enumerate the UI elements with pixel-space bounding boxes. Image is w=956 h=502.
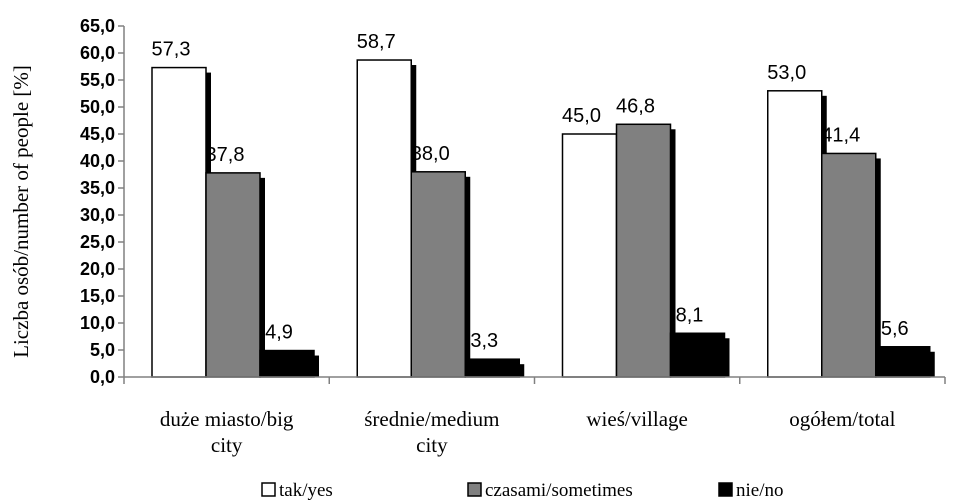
- bar-side: [313, 355, 319, 377]
- legend-label: czasami/sometimes: [485, 480, 633, 501]
- bar: [356, 59, 412, 378]
- bar: [669, 332, 726, 378]
- category-label: city: [211, 433, 243, 457]
- category-label: ogółem/total: [789, 407, 895, 431]
- y-tick-label: 45,0: [80, 124, 115, 144]
- bar: [561, 133, 618, 378]
- bar-side: [464, 176, 471, 377]
- y-tick-label: 65,0: [80, 16, 115, 36]
- bar: [875, 346, 931, 378]
- data-label: 38,0: [411, 143, 450, 165]
- bar-side: [669, 129, 676, 377]
- bar-side: [518, 364, 525, 377]
- bar: [205, 172, 261, 378]
- data-label: 58,7: [357, 31, 396, 53]
- legend-label: tak/yes: [279, 480, 333, 501]
- bar-side: [723, 338, 730, 377]
- y-axis-label: Liczba osób/number of people [%]: [9, 65, 33, 358]
- bar: [151, 66, 207, 378]
- bar-side: [259, 177, 265, 377]
- legend-swatch: [261, 482, 276, 497]
- y-tick-label: 55,0: [80, 70, 115, 90]
- y-tick-label: 10,0: [80, 313, 115, 333]
- data-labels: 57,3 37,8 4,9 58,7 38,0 3,3 45,0 46,8 8,1 53,0 41,…: [152, 31, 909, 352]
- data-label: 5,6: [881, 318, 909, 340]
- data-label: 4,9: [265, 322, 293, 344]
- data-label: 46,8: [616, 95, 655, 117]
- bar: [615, 123, 672, 378]
- data-label: 41,4: [821, 124, 860, 146]
- data-label: 53,0: [767, 62, 806, 84]
- bar-side: [874, 158, 881, 377]
- y-axis-ticks: 0,0 5,0 10,0 15,0 20,0 25,0 30,0 35,0 40,0 45,0 50…: [80, 16, 124, 387]
- y-tick-label: 40,0: [80, 151, 115, 171]
- bars-layer: [151, 59, 935, 378]
- data-label: 3,3: [470, 330, 498, 352]
- data-label: 37,8: [206, 144, 245, 166]
- legend-label: nie/no: [736, 480, 784, 501]
- y-tick-label: 60,0: [80, 43, 115, 63]
- category-labels: duże miasto/bigcityśrednie/mediumcitywie…: [160, 407, 896, 457]
- category-label: duże miasto/big: [160, 407, 294, 431]
- y-tick-label: 25,0: [80, 232, 115, 252]
- category-label: city: [416, 433, 448, 457]
- y-tick-label: 20,0: [80, 259, 115, 279]
- y-tick-label: 0,0: [90, 367, 115, 387]
- category-label: wieś/village: [586, 407, 687, 431]
- y-tick-label: 5,0: [90, 340, 115, 360]
- y-tick-label: 50,0: [80, 97, 115, 117]
- data-label: 8,1: [676, 304, 704, 326]
- y-tick-label: 30,0: [80, 205, 115, 225]
- bar: [767, 90, 823, 378]
- bar: [464, 358, 520, 378]
- data-label: 57,3: [152, 39, 191, 61]
- legend-swatch: [467, 482, 482, 497]
- category-label: średnie/medium: [364, 407, 499, 431]
- x-axis-ticks: [123, 377, 946, 384]
- legend-swatch: [718, 482, 733, 497]
- data-label: 45,0: [562, 105, 601, 127]
- bar: [821, 152, 877, 378]
- legend: tak/yes czasami/sometimes nie/no: [261, 480, 784, 501]
- y-tick-label: 35,0: [80, 178, 115, 198]
- bar: [410, 171, 466, 378]
- y-tick-label: 15,0: [80, 286, 115, 306]
- bar-side: [928, 351, 935, 377]
- bar: [259, 349, 315, 378]
